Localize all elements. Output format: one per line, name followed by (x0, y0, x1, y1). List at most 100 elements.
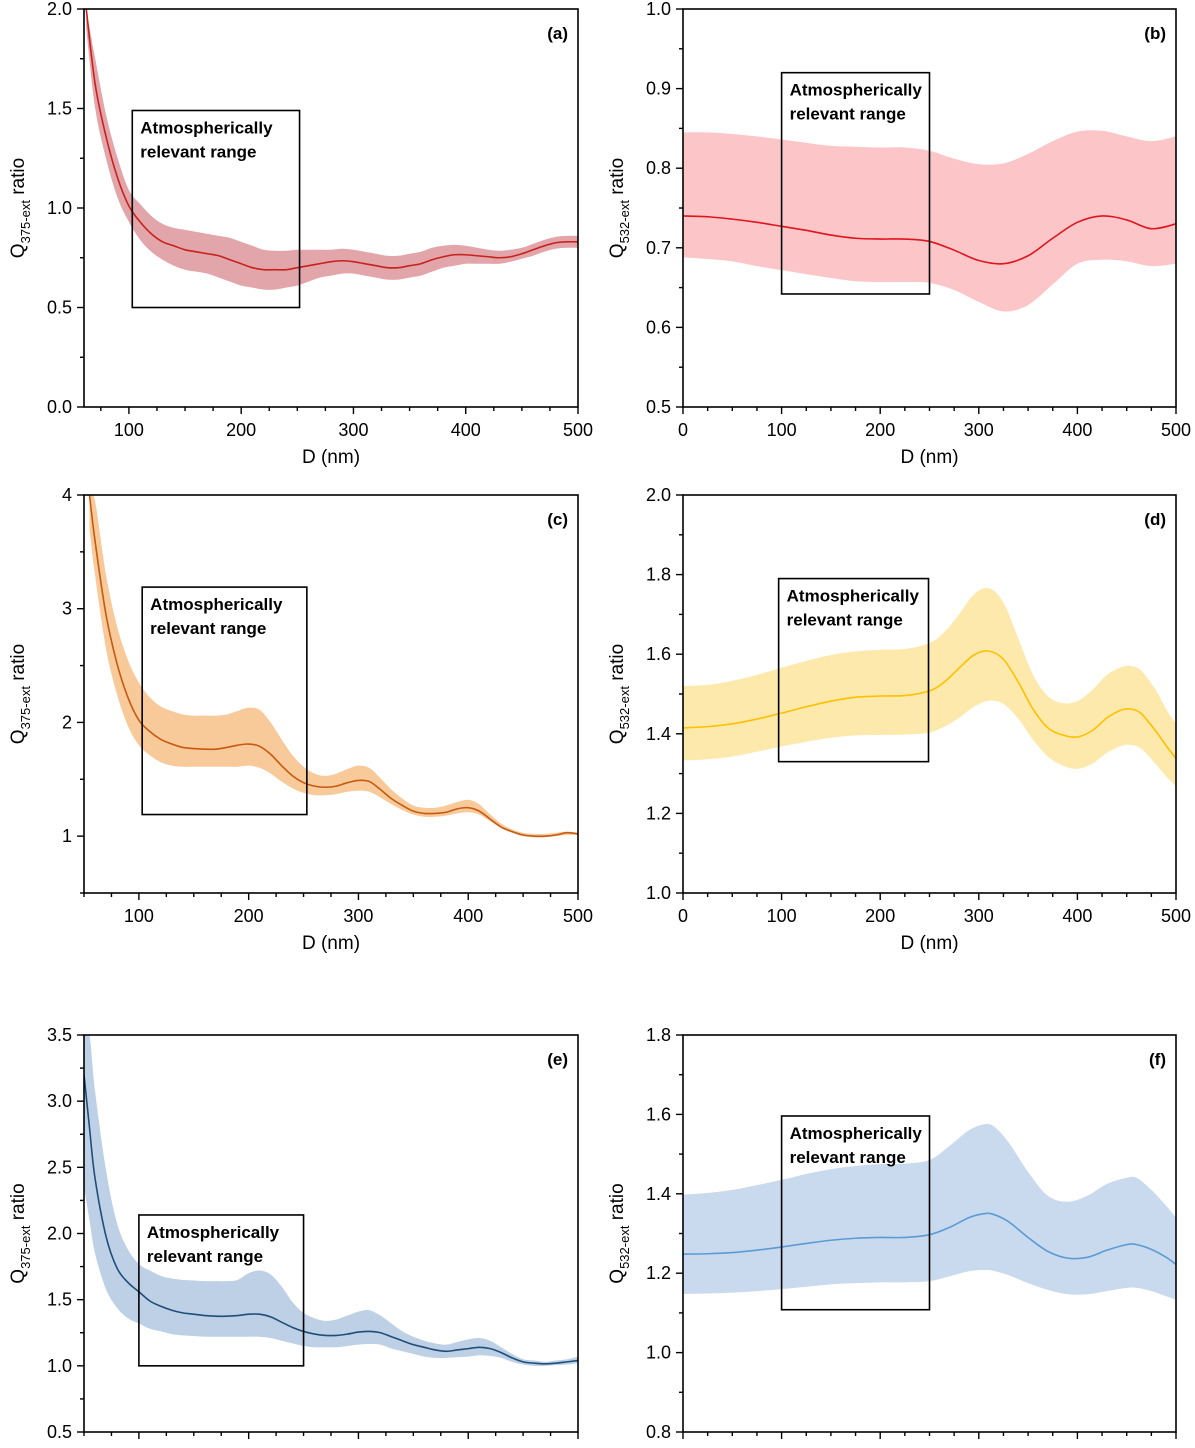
range-label-line2: relevant range (147, 1247, 263, 1266)
y-tick-label: 1.6 (646, 1104, 671, 1124)
x-tick-label: 300 (338, 420, 368, 440)
y-axis-title: Q375-ext ratio (8, 158, 33, 258)
chart-panel-c: Atmospherically relevant range 100 200 300 40… (8, 485, 593, 954)
panel-label: (c) (547, 510, 568, 529)
x-tick-label: 300 (343, 906, 373, 926)
x-tick-label: 200 (865, 420, 895, 440)
x-tick-label: 300 (964, 420, 994, 440)
ratio-line (88, 495, 578, 838)
y-tick-label: 1.6 (646, 644, 671, 664)
chart-panel-f: Atmospherically relevant range 0 100 200 300 4… (607, 1025, 1191, 1448)
range-label-line2: relevant range (787, 611, 903, 630)
y-tick-label: 1.8 (646, 565, 671, 585)
panel-label: (d) (1144, 510, 1166, 529)
range-box (780, 71, 931, 295)
range-box (141, 586, 308, 816)
y-tick-label: 3.5 (47, 1025, 72, 1045)
x-tick-label: 400 (1062, 1445, 1092, 1448)
uncertainty-band (683, 587, 1176, 787)
chart-panel-b: Atmospherically relevant range 0 100 200 300 4… (607, 0, 1191, 468)
x-tick-label: 100 (114, 420, 144, 440)
x-tick-label: 100 (767, 420, 797, 440)
y-axis-title: Q532-ext ratio (607, 644, 632, 744)
y-tick-label: 0.9 (646, 79, 671, 99)
x-tick-label: 100 (124, 1445, 154, 1448)
range-label-line1: Atmospherically (147, 1223, 280, 1242)
y-tick-label: 0.5 (47, 298, 72, 318)
x-tick-label: 300 (343, 1445, 373, 1448)
plot-frame (83, 8, 579, 408)
y-axis-title: Q375-ext ratio (8, 1183, 33, 1283)
y-tick-label: 0.5 (47, 1422, 72, 1442)
y-tick-label: 2 (62, 712, 72, 732)
x-tick-label: 300 (964, 1445, 994, 1448)
chart-panel-a: Atmospherically relevant range 100 200 300 40… (8, 0, 593, 468)
y-tick-label: 0.5 (646, 397, 671, 417)
y-tick-label: 1.5 (47, 99, 72, 119)
x-tick-label: 500 (563, 906, 593, 926)
y-axis-title: Q375-ext ratio (8, 644, 33, 744)
range-label-line2: relevant range (140, 142, 256, 161)
ratio-line (84, 1074, 578, 1365)
x-tick-label: 500 (563, 420, 593, 440)
x-tick-label: 100 (767, 906, 797, 926)
x-tick-label: 0 (678, 420, 688, 440)
panel-label: (a) (547, 24, 568, 43)
y-tick-label: 2.0 (47, 1224, 72, 1244)
chart-panel-e: Atmospherically relevant range 100 200 300 40… (8, 1025, 593, 1448)
x-tick-label: 500 (1161, 420, 1191, 440)
x-axis-title: D (nm) (900, 933, 958, 954)
x-tick-label: 500 (1161, 1445, 1191, 1448)
uncertainty-band (84, 1035, 578, 1366)
x-tick-label: 200 (234, 906, 264, 926)
x-tick-label: 400 (1062, 906, 1092, 926)
ratio-line (683, 1212, 1176, 1266)
range-box (131, 109, 301, 309)
x-tick-label: 400 (453, 1445, 483, 1448)
y-tick-label: 3 (62, 599, 72, 619)
y-tick-label: 1.2 (646, 803, 671, 823)
y-tick-label: 2.5 (47, 1157, 72, 1177)
x-axis-title: D (nm) (302, 933, 360, 954)
chart-panel-d: Atmospherically relevant range 0 100 200 300 4… (607, 485, 1191, 954)
panel-label: (f) (1149, 1050, 1166, 1069)
range-label-line1: Atmospherically (140, 118, 273, 137)
y-tick-label: 3.0 (47, 1091, 72, 1111)
x-tick-label: 0 (678, 1445, 688, 1448)
x-tick-label: 0 (678, 906, 688, 926)
x-tick-label: 300 (964, 906, 994, 926)
x-tick-label: 100 (767, 1445, 797, 1448)
x-tick-label: 400 (1062, 420, 1092, 440)
range-box (780, 1115, 931, 1311)
y-tick-label: 1.0 (646, 883, 671, 903)
x-tick-label: 200 (226, 420, 256, 440)
y-tick-label: 1.0 (47, 1356, 72, 1376)
x-tick-label: 500 (563, 1445, 593, 1448)
range-label-line1: Atmospherically (787, 587, 920, 606)
y-tick-label: 0.7 (646, 238, 671, 258)
y-tick-label: 0.0 (47, 397, 72, 417)
range-box (138, 1214, 305, 1367)
y-tick-label: 1.0 (646, 1343, 671, 1363)
range-label-line2: relevant range (790, 1148, 906, 1167)
y-tick-label: 1.0 (646, 0, 671, 19)
ratio-line (683, 650, 1176, 759)
x-tick-label: 200 (865, 906, 895, 926)
y-tick-label: 0.6 (646, 317, 671, 337)
y-axis-title: Q532-ext ratio (607, 1183, 632, 1283)
range-label-line1: Atmospherically (790, 1124, 923, 1143)
x-axis-title: D (nm) (900, 447, 958, 468)
y-tick-label: 1.5 (47, 1290, 72, 1310)
panel-label: (b) (1144, 24, 1166, 43)
y-tick-label: 0.8 (646, 158, 671, 178)
range-box (777, 577, 930, 763)
y-tick-label: 1.4 (646, 1184, 671, 1204)
x-tick-label: 200 (865, 1445, 895, 1448)
uncertainty-band (89, 495, 578, 838)
y-axis-title: Q532-ext ratio (607, 158, 632, 258)
y-tick-label: 4 (62, 485, 72, 505)
y-tick-label: 2.0 (47, 0, 72, 19)
x-tick-label: 100 (124, 906, 154, 926)
x-tick-label: 400 (453, 906, 483, 926)
